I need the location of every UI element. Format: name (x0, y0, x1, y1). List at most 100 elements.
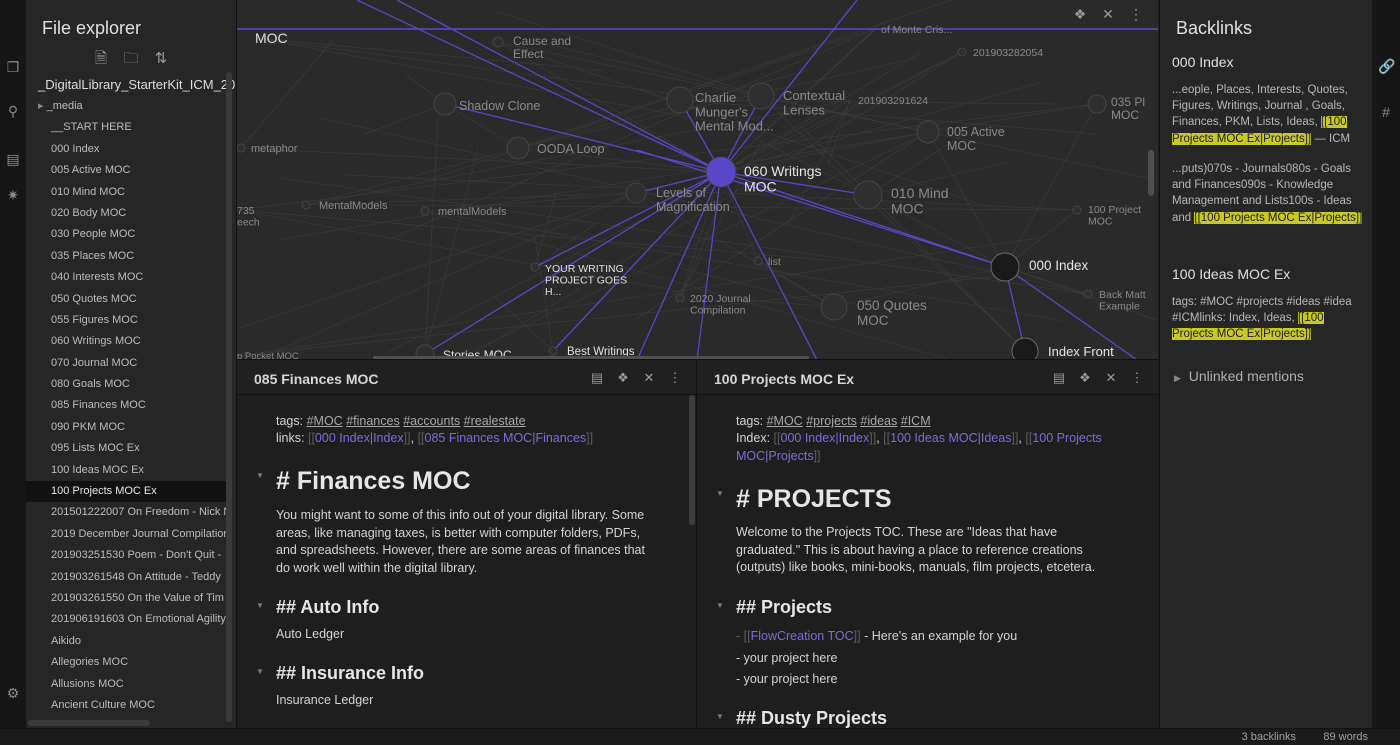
file-item[interactable]: 201501222007 On Freedom - Nick N (26, 502, 226, 523)
graph-node[interactable] (820, 293, 848, 321)
file-item[interactable]: 035 Places MOC (26, 246, 226, 267)
graph-view[interactable]: MOC Cause and Effect Shadow Clone Charlie Mun… (237, 0, 1158, 360)
tag-link[interactable]: #MOC (306, 414, 343, 428)
graph-node[interactable] (957, 47, 967, 57)
pin-icon[interactable]: ❖ (1079, 370, 1091, 385)
pin-icon[interactable]: ❖ (617, 370, 629, 385)
hashtag-icon[interactable]: # (1382, 104, 1390, 120)
backlink-snippet[interactable]: tags: #MOC #projects #ideas #idea #ICMli… (1172, 296, 1352, 341)
file-item[interactable]: 030 People MOC (26, 224, 226, 245)
files-icon[interactable]: ❐ (6, 59, 20, 75)
tag-link[interactable]: #projects (806, 414, 857, 428)
wiki-link[interactable]: 085 Finances MOC|Finances (424, 431, 587, 445)
file-item[interactable]: 201903251530 Poem - Don't Quit - (26, 545, 226, 566)
explorer-horizontal-scrollbar[interactable] (28, 720, 150, 726)
fold-arrow-icon[interactable]: ▼ (256, 667, 264, 676)
wiki-link[interactable]: 100 Projects (1032, 431, 1102, 445)
graph-node[interactable] (1083, 289, 1093, 299)
graph-node[interactable] (1087, 94, 1107, 114)
close-icon[interactable]: ✕ (1102, 6, 1114, 22)
graph-node[interactable] (1011, 337, 1039, 360)
graph-canvas[interactable]: MOC Cause and Effect Shadow Clone Charlie Mun… (237, 0, 1158, 360)
graph-node[interactable] (666, 86, 694, 114)
file-item[interactable]: 000 Index (26, 139, 226, 160)
graph-node[interactable] (415, 344, 435, 360)
search-icon[interactable]: ⚲ (7, 103, 19, 119)
graph-node[interactable] (753, 256, 763, 266)
reading-view-icon[interactable]: ▤ (1052, 370, 1066, 385)
graph-view-icon[interactable]: ✷ (7, 187, 19, 203)
graph-node[interactable] (747, 82, 775, 110)
file-item[interactable]: Allegories MOC (26, 652, 226, 673)
file-item[interactable]: 201903261548 On Attitude - Teddy (26, 567, 226, 588)
file-item[interactable]: 055 Figures MOC (26, 310, 226, 331)
fold-arrow-icon[interactable]: ▼ (716, 489, 724, 498)
graph-node[interactable] (705, 156, 737, 188)
file-item[interactable]: 050 Quotes MOC (26, 289, 226, 310)
file-item[interactable]: 085 Finances MOC (26, 395, 226, 416)
tag-link[interactable]: #MOC (766, 414, 803, 428)
backlink-file[interactable]: 100 Ideas MOC Ex (1172, 266, 1291, 282)
starred-icon[interactable]: ▤ (6, 151, 20, 167)
graph-node[interactable] (625, 182, 647, 204)
fold-arrow-icon[interactable]: ▼ (256, 601, 264, 610)
fold-arrow-icon[interactable]: ▼ (716, 712, 724, 721)
graph-node[interactable] (548, 346, 558, 356)
pin-icon[interactable]: ❖ (1073, 6, 1087, 22)
backlink-snippet[interactable]: ...puts)070s - Journals080s - Goals and … (1172, 163, 1363, 224)
wiki-link[interactable]: 100 Ideas MOC|Ideas (890, 431, 1012, 445)
file-item[interactable]: __START HERE (26, 117, 226, 138)
link-icon[interactable]: 🔗 (1378, 58, 1396, 74)
file-item[interactable]: 040 Interests MOC (26, 267, 226, 288)
graph-node[interactable] (990, 252, 1020, 282)
more-options-icon[interactable]: ⋮ (1129, 6, 1143, 22)
graph-node[interactable] (420, 206, 430, 216)
file-item[interactable]: 095 Lists MOC Ex (26, 438, 226, 459)
graph-node[interactable] (506, 136, 530, 160)
graph-node[interactable] (1072, 205, 1082, 215)
graph-node[interactable] (433, 92, 457, 116)
unlinked-mentions-toggle[interactable]: ▶ Unlinked mentions (1174, 368, 1304, 384)
tag-link[interactable]: #finances (346, 414, 400, 428)
pane-scrollbar[interactable] (689, 395, 695, 525)
graph-node[interactable] (853, 180, 883, 210)
graph-horizontal-scrollbar[interactable] (373, 356, 809, 359)
wiki-link[interactable]: MOC|Projects (736, 448, 814, 463)
file-item[interactable]: Allusions MOC (26, 674, 226, 695)
wiki-link[interactable]: 000 Index|Index (314, 431, 404, 445)
graph-node[interactable] (675, 293, 685, 303)
wiki-link[interactable]: FlowCreation TOC (750, 629, 854, 643)
tag-link[interactable]: #accounts (403, 414, 461, 428)
explorer-vertical-scrollbar[interactable] (226, 72, 232, 722)
file-item[interactable]: 020 Body MOC (26, 203, 226, 224)
fold-arrow-icon[interactable]: ▼ (256, 471, 264, 480)
graph-node[interactable] (237, 143, 246, 153)
new-note-icon[interactable]: 🗎 (94, 50, 108, 67)
graph-node[interactable] (530, 262, 540, 272)
tag-link[interactable]: #ICM (900, 414, 931, 428)
more-options-icon[interactable]: ⋮ (1130, 370, 1144, 385)
graph-node[interactable] (916, 120, 940, 144)
backlink-snippet[interactable]: ...eople, Places, Interests, Quotes, Fig… (1172, 84, 1351, 145)
wiki-link[interactable]: 000 Index|Index (780, 431, 870, 445)
graph-vertical-scrollbar[interactable] (1148, 150, 1154, 196)
folder-item[interactable]: ▸ _media (26, 96, 226, 117)
sort-icon[interactable]: ⇅ (154, 50, 168, 67)
settings-icon[interactable]: ⚙ (6, 685, 20, 701)
more-options-icon[interactable]: ⋮ (668, 370, 682, 385)
file-item[interactable]: 201903261550 On the Value of Tim (26, 588, 226, 609)
file-item[interactable]: 080 Goals MOC (26, 374, 226, 395)
close-icon[interactable]: ✕ (643, 370, 655, 385)
file-item[interactable]: 2019 December Journal Compilation (26, 524, 226, 545)
backlink-file[interactable]: 000 Index (1172, 54, 1234, 70)
graph-node[interactable] (301, 200, 311, 210)
tag-link[interactable]: #realestate (463, 414, 526, 428)
file-item[interactable]: 100 Ideas MOC Ex (26, 460, 226, 481)
graph-node[interactable] (492, 36, 504, 48)
new-folder-icon[interactable]: 🗀 (123, 50, 139, 67)
fold-arrow-icon[interactable]: ▼ (716, 601, 724, 610)
file-item[interactable]: 060 Writings MOC (26, 331, 226, 352)
file-item[interactable]: 010 Mind MOC (26, 182, 226, 203)
file-item[interactable]: Ancient Culture MOC (26, 695, 226, 716)
close-icon[interactable]: ✕ (1105, 370, 1117, 385)
